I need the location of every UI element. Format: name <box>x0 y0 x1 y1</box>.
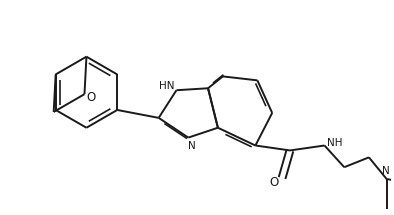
Text: O: O <box>87 91 96 104</box>
Text: O: O <box>269 175 279 189</box>
Text: N: N <box>382 166 390 176</box>
Text: HN: HN <box>159 81 174 91</box>
Text: NH: NH <box>327 138 342 147</box>
Text: N: N <box>188 141 196 150</box>
